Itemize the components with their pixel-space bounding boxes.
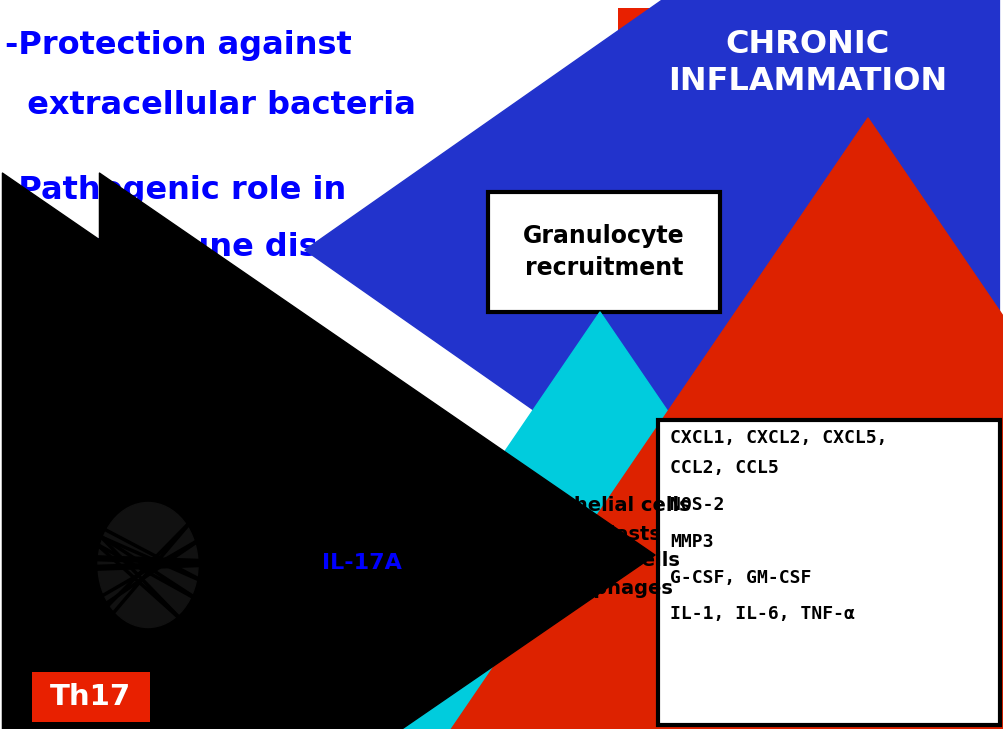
- FancyBboxPatch shape: [618, 8, 997, 118]
- Text: IL-1, IL-6, TNF-α: IL-1, IL-6, TNF-α: [669, 605, 854, 623]
- Text: NOS-2: NOS-2: [669, 496, 723, 514]
- Text: -Pathogenic role in: -Pathogenic role in: [5, 175, 346, 206]
- Text: IL-26: IL-26: [222, 650, 270, 669]
- FancyBboxPatch shape: [657, 420, 999, 725]
- Text: CXCL1, CXCL2, CXCL5,: CXCL1, CXCL2, CXCL5,: [669, 429, 887, 447]
- Text: IL-22: IL-22: [235, 466, 283, 485]
- FancyBboxPatch shape: [487, 192, 719, 312]
- Text: Fibroblasts: Fibroblasts: [538, 526, 661, 545]
- Text: CCL2, CCL5: CCL2, CCL5: [669, 459, 778, 477]
- Ellipse shape: [63, 462, 233, 668]
- Text: IL-17A: IL-17A: [322, 553, 401, 573]
- Text: autoimmune disorders: autoimmune disorders: [5, 232, 434, 263]
- Text: Epithelial cells: Epithelial cells: [520, 550, 679, 569]
- Text: CHRONIC
INFLAMMATION: CHRONIC INFLAMMATION: [668, 29, 947, 97]
- FancyBboxPatch shape: [32, 672, 149, 722]
- Text: TNF-α: TNF-α: [253, 497, 311, 517]
- Text: Th17: Th17: [50, 683, 131, 711]
- Text: Macrophages: Macrophages: [526, 579, 673, 598]
- Ellipse shape: [98, 502, 198, 628]
- Text: extracellular bacteria: extracellular bacteria: [5, 90, 415, 121]
- Text: Endothelial cells: Endothelial cells: [510, 496, 690, 515]
- Text: MMP3: MMP3: [669, 533, 713, 551]
- Text: Granulocyte
recruitment: Granulocyte recruitment: [523, 225, 684, 280]
- Text: IL-17F: IL-17F: [248, 623, 307, 642]
- Text: -Protection against: -Protection against: [5, 30, 351, 61]
- Text: G-CSF, GM-CSF: G-CSF, GM-CSF: [669, 569, 810, 587]
- Text: IL-6: IL-6: [255, 598, 290, 617]
